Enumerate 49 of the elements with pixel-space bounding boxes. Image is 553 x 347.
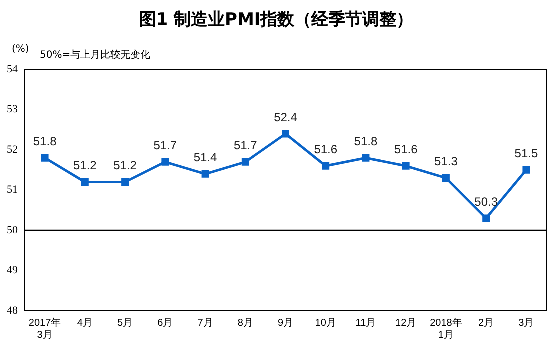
x-tick-label: 11月 [356, 318, 376, 329]
y-tick-label: 52 [7, 144, 18, 156]
x-tick-label: 3月 [518, 318, 534, 329]
point [122, 178, 130, 186]
data-label: 51.5 [514, 146, 538, 160]
point [482, 214, 490, 222]
point [362, 154, 370, 162]
data-label: 51.6 [314, 142, 338, 156]
x-tick-label: 8月 [238, 318, 254, 329]
data-label: 51.3 [434, 154, 458, 169]
data-label: 51.4 [194, 150, 218, 165]
point [322, 162, 330, 170]
data-label: 51.6 [394, 142, 418, 156]
y-tick-label: 49 [7, 264, 18, 277]
data-label: 50.3 [474, 194, 498, 209]
data-label: 51.8 [33, 134, 58, 148]
data-label: 52.4 [274, 110, 298, 124]
y-tick-label: 54 [7, 63, 18, 76]
data-label: 51.2 [73, 158, 98, 173]
point [41, 154, 49, 162]
x-tick-label: 7月 [198, 318, 214, 329]
text: 50%=与上月比较无变化 [40, 48, 151, 62]
point [442, 174, 450, 182]
point [522, 166, 530, 174]
y-tick-label: 51 [7, 184, 18, 196]
chart-title: 图1 制造业PMI指数（经季节调整） [138, 9, 415, 31]
data-label: 51.7 [234, 138, 258, 152]
x-tick-label: 5月 [118, 318, 134, 329]
point [282, 130, 290, 138]
data-label: 51.2 [114, 158, 138, 173]
y-tick-label: 48 [7, 304, 18, 317]
y-tick-label: 50 [7, 224, 18, 236]
y-axis-title: (%) [12, 44, 30, 55]
data-label: 51.7 [154, 138, 178, 152]
point [81, 178, 89, 186]
x-tick-label: 9月 [278, 318, 294, 329]
x-tick-label: 2018年 1月 [430, 316, 462, 341]
data-label: 51.8 [354, 134, 378, 148]
x-tick-label: 6月 [158, 318, 174, 329]
point [162, 158, 170, 166]
point [202, 170, 210, 178]
y-tick-label: 53 [7, 104, 18, 116]
x-tick-label: 2月 [478, 318, 494, 329]
x-tick-label: 10月 [315, 318, 336, 329]
x-tick-label: 4月 [77, 318, 93, 329]
point [242, 158, 250, 166]
x-tick-label: 12月 [396, 318, 417, 329]
point [402, 162, 410, 170]
x-tick-label: 2017年 3月 [28, 316, 62, 341]
